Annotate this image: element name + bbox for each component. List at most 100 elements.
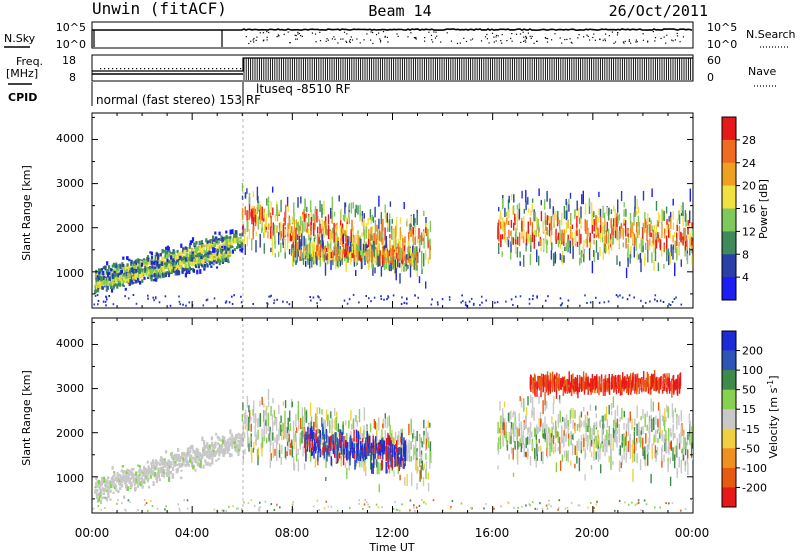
range-gate-cell (382, 230, 383, 240)
range-gate-cell (672, 235, 673, 242)
ground-scatter-cell (473, 303, 475, 305)
range-gate-cell (638, 207, 639, 214)
ground-scatter-cell (347, 303, 349, 305)
range-gate-cell (276, 449, 277, 461)
noise-search-dot (629, 41, 630, 42)
range-gate-cell (587, 421, 588, 426)
range-gate-cell (141, 279, 143, 283)
range-gate-cell (587, 437, 588, 450)
range-gate-cell (115, 488, 117, 491)
ground-scatter-cell (633, 297, 635, 299)
noise-search-dot (603, 40, 604, 41)
range-gate-cell (356, 205, 357, 213)
range-gate-cell (611, 411, 612, 416)
range-gate-cell (293, 421, 294, 430)
range-gate-cell (298, 401, 299, 412)
range-gate-cell (163, 270, 165, 272)
range-gate-cell (275, 214, 276, 221)
range-gate-cell (626, 268, 627, 278)
range-gate-cell (345, 203, 346, 208)
range-gate-cell (555, 443, 556, 453)
noise-search-dot (525, 40, 526, 41)
range-gate-cell (285, 447, 286, 459)
range-gate-cell (322, 451, 323, 456)
range-gate-cell (527, 437, 528, 445)
range-gate-cell (583, 438, 584, 447)
noise-search-dot (554, 33, 555, 34)
range-gate-cell (359, 252, 360, 261)
range-gate-cell (524, 209, 525, 214)
range-gate-cell (415, 438, 416, 452)
range-gate-cell (632, 233, 633, 240)
range-gate-cell (319, 407, 320, 413)
range-gate-cell (592, 261, 593, 273)
range-gate-cell (636, 211, 637, 215)
range-gate-cell (96, 489, 98, 492)
ground-scatter-cell (649, 301, 651, 303)
range-gate-cell (423, 477, 424, 487)
range-gate-cell (119, 487, 121, 490)
range-gate-cell (363, 430, 364, 439)
range-gate-cell (413, 214, 414, 226)
colorbar-tick-label: 24 (742, 157, 756, 170)
range-gate-cell (653, 238, 654, 243)
range-gate-cell (323, 201, 324, 215)
range-gate-cell (110, 286, 112, 289)
noise-search-dot (635, 41, 636, 42)
range-gate-cell (389, 213, 390, 218)
range-gate-cell (579, 236, 580, 245)
range-gate-cell (649, 238, 650, 245)
range-gate-cell (426, 228, 427, 236)
range-gate-cell (358, 246, 359, 251)
range-gate-cell (165, 274, 167, 277)
ground-scatter-cell (481, 296, 483, 298)
noise-search-dot (577, 37, 578, 38)
range-gate-cell (320, 244, 321, 252)
range-gate-cell (121, 484, 123, 488)
range-gate-cell (200, 458, 202, 460)
power-colorbar-label: Power [dB] (757, 179, 770, 239)
noise-search-dot (665, 43, 666, 44)
range-gate-cell (153, 481, 155, 486)
range-gate-cell (673, 223, 674, 230)
range-gate-cell (551, 216, 552, 230)
range-gate-cell (425, 250, 426, 259)
range-gate-cell (400, 217, 401, 224)
freq-tick-top: 18 (62, 54, 76, 67)
range-gate-cell (344, 214, 345, 219)
range-gate-cell (159, 275, 161, 278)
range-gate-cell (541, 200, 542, 205)
noise-search-dot (661, 38, 662, 39)
range-gate-cell (593, 455, 594, 462)
range-gate-cell (333, 448, 334, 454)
range-gate-cell (504, 226, 505, 239)
range-gate-cell (688, 220, 689, 226)
range-gate-cell (654, 225, 655, 234)
range-gate-cell (510, 428, 511, 434)
range-gate-cell (587, 230, 588, 237)
noise-search-dot (297, 32, 298, 33)
ground-scatter-cell (233, 294, 235, 296)
range-gate-cell (540, 446, 541, 451)
range-gate-cell (180, 465, 182, 468)
range-gate-cell (521, 191, 522, 199)
range-gate-cell (532, 204, 533, 212)
range-gate-cell (668, 249, 669, 256)
range-gate-cell (161, 249, 163, 254)
range-gate-cell (602, 206, 603, 218)
range-gate-cell (511, 220, 512, 228)
noise-search-dot (376, 34, 377, 35)
range-gate-cell (109, 498, 111, 500)
range-gate-cell (504, 422, 505, 435)
range-gate-cell (274, 410, 275, 417)
range-gate-cell (371, 443, 372, 449)
range-gate-cell (385, 214, 386, 223)
noise-search-dot (481, 40, 482, 41)
range-gate-cell (143, 277, 145, 280)
range-gate-cell (260, 234, 261, 248)
range-gate-cell (200, 256, 202, 259)
range-gate-cell (335, 432, 336, 443)
range-gate-cell (248, 437, 249, 443)
range-gate-cell (253, 414, 254, 423)
range-gate-cell (534, 427, 535, 437)
